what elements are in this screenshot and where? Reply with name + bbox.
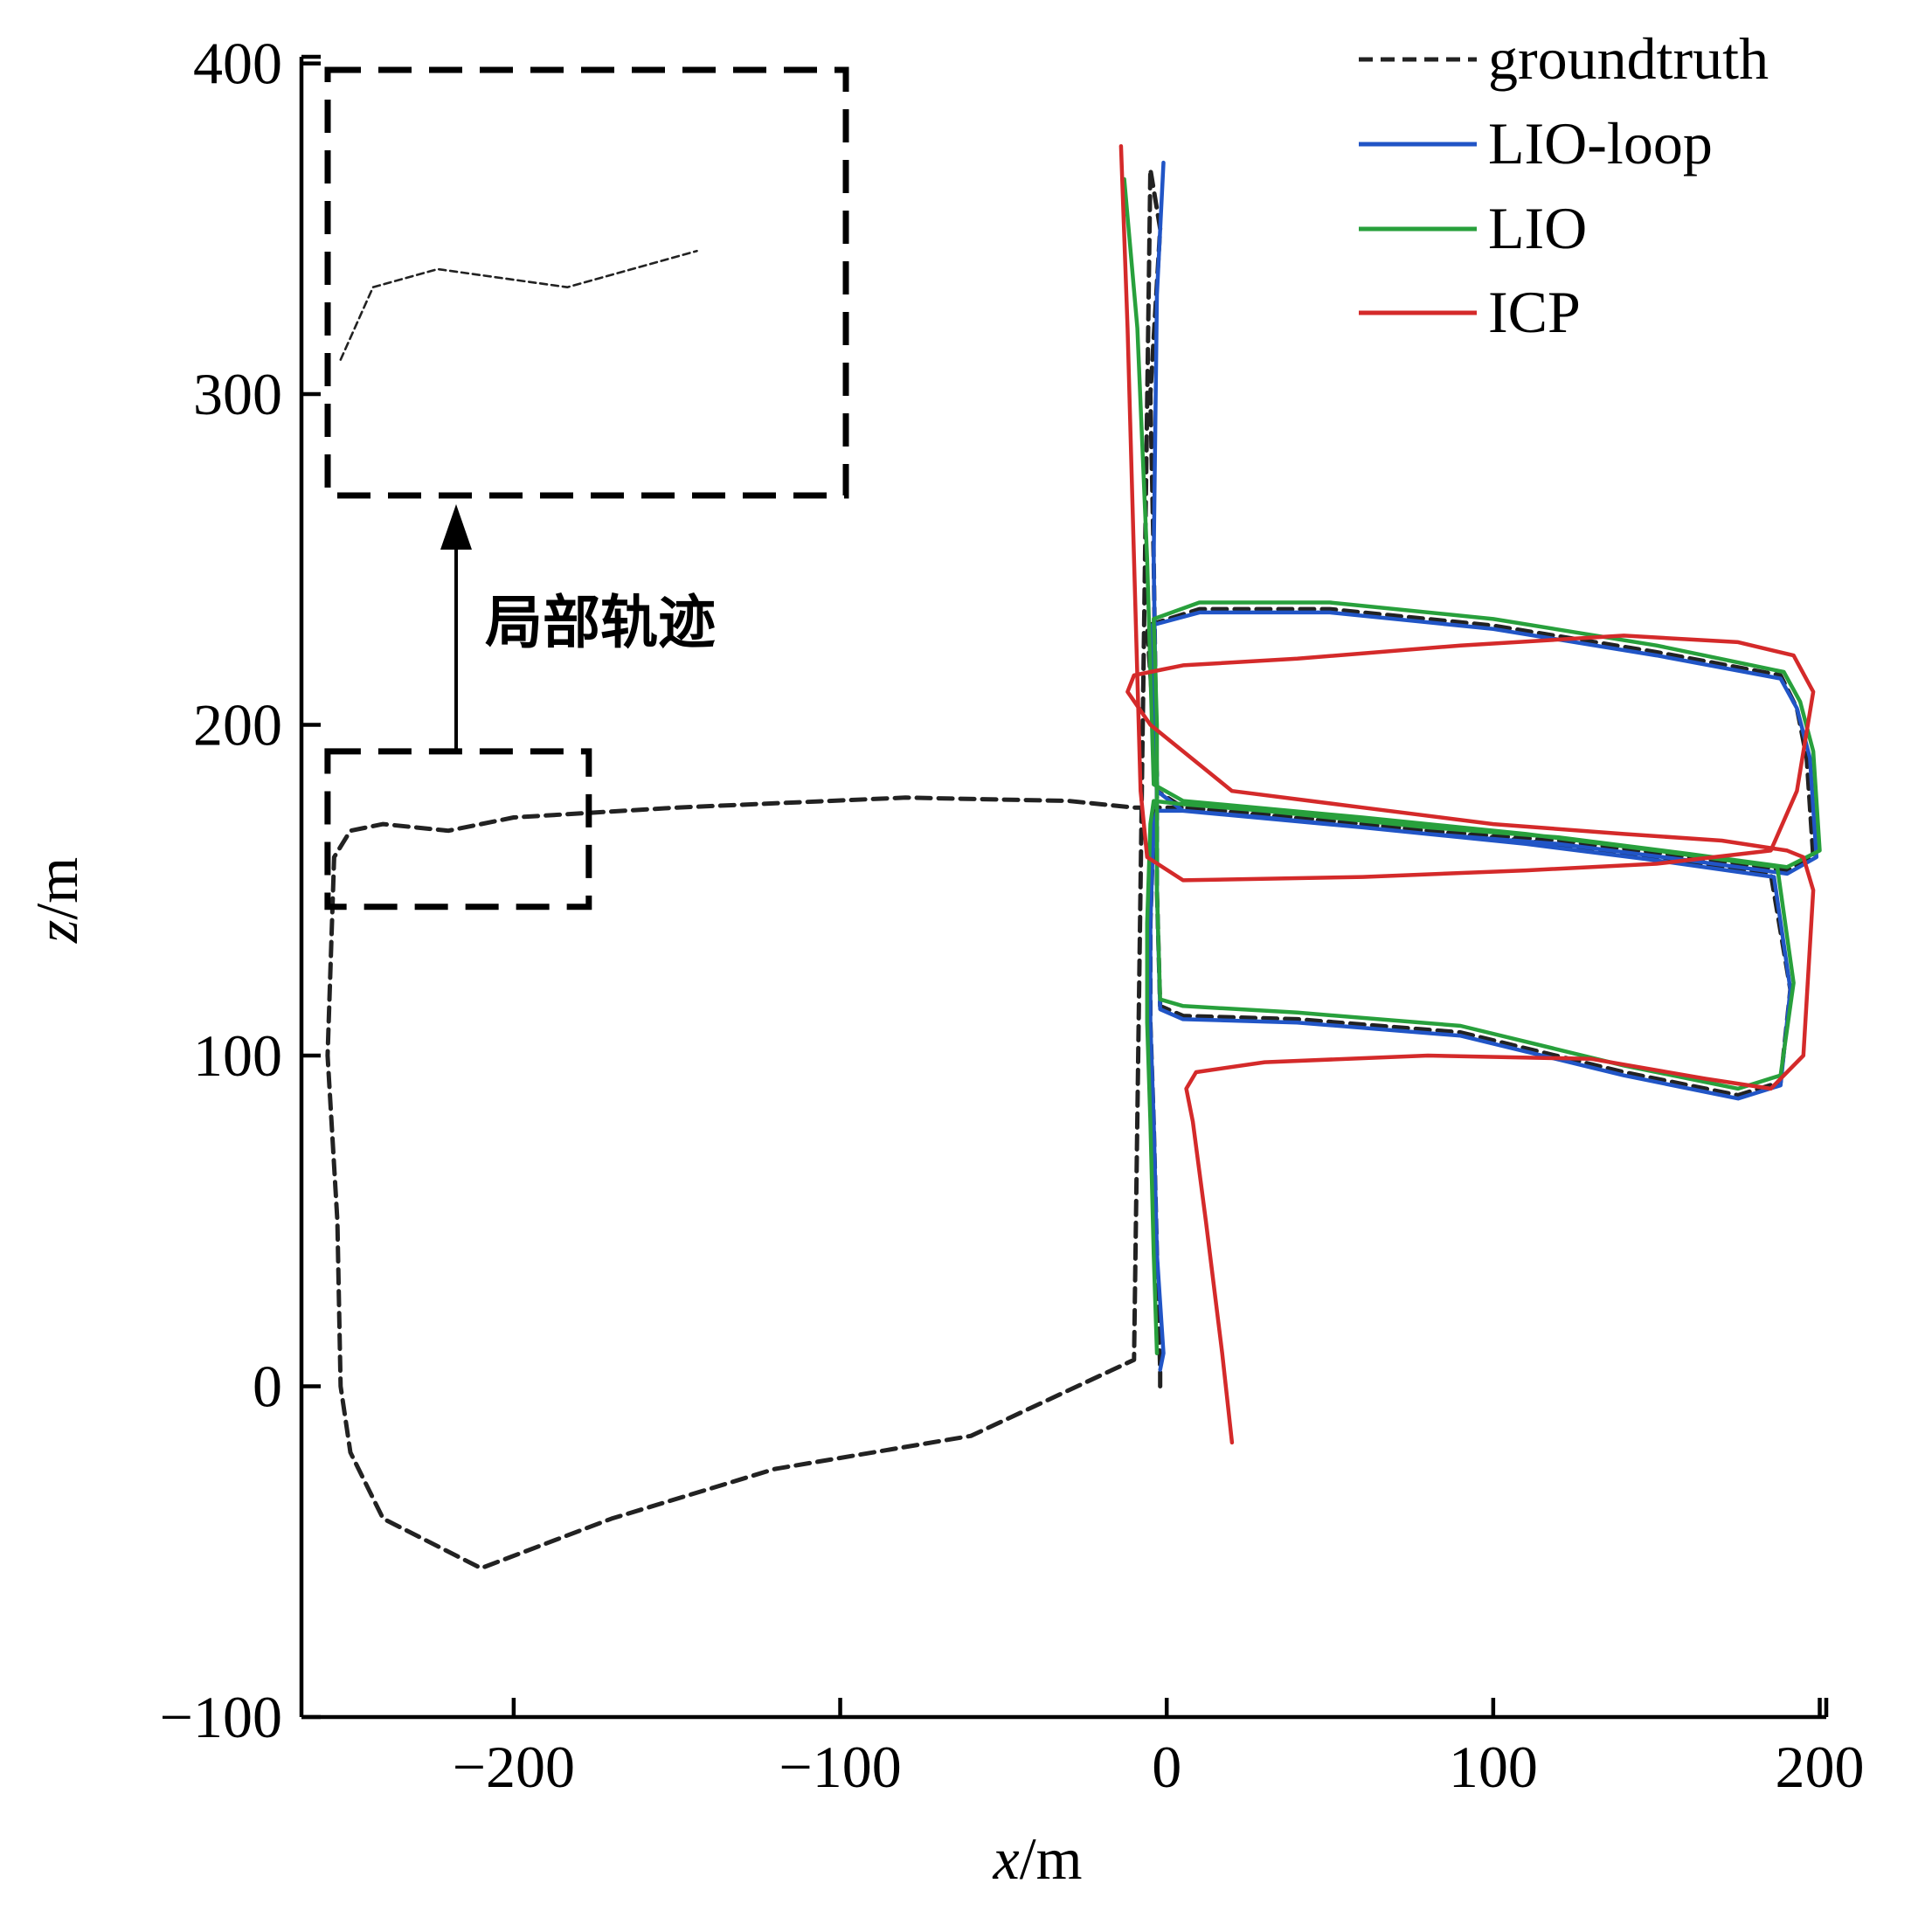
- x-tick-label: −100: [779, 1734, 901, 1800]
- legend-label-icp: ICP: [1488, 279, 1581, 345]
- annotation-layer: 局部轨迹: [324, 504, 716, 911]
- x-axis-title: x/m: [993, 1825, 1083, 1892]
- legend-label-groundtruth: groundtruth: [1488, 25, 1769, 92]
- legend-label-lio-loop: LIO-loop: [1488, 110, 1713, 177]
- x-tick-label: −200: [453, 1734, 575, 1800]
- legend-label-lio: LIO: [1488, 195, 1587, 261]
- y-tick-label: 0: [253, 1354, 282, 1420]
- y-tick-label: 100: [193, 1022, 282, 1089]
- annotation-label: 局部轨迹: [485, 589, 716, 656]
- axes: −100 0 100 200 300 400 −200 −100 0 100 200 x/m z/m: [24, 31, 1865, 1892]
- y-tick-label: −100: [160, 1684, 282, 1750]
- inset-frame: [324, 66, 849, 499]
- y-axis-title: z/m: [24, 857, 90, 944]
- inset-zoom: [324, 66, 849, 499]
- legend: groundtruth LIO-loop LIO ICP: [1359, 25, 1769, 345]
- y-tick-label: 200: [193, 692, 282, 758]
- series-line-lio: [1122, 177, 1822, 1355]
- x-tick-label: 100: [1449, 1734, 1538, 1800]
- local-region-box: [324, 748, 592, 911]
- series-line-lio-loop: [1148, 160, 1819, 1372]
- y-tick-label: 400: [193, 31, 282, 97]
- annotation-arrow-head: [440, 504, 472, 550]
- series-line-icp: [1118, 143, 1816, 1445]
- inset-line-groundtruth: [339, 249, 698, 361]
- series-layer: [325, 143, 1822, 1571]
- x-tick-label: 200: [1776, 1734, 1865, 1800]
- y-tick-label: 300: [193, 361, 282, 427]
- x-tick-label: 0: [1152, 1734, 1181, 1800]
